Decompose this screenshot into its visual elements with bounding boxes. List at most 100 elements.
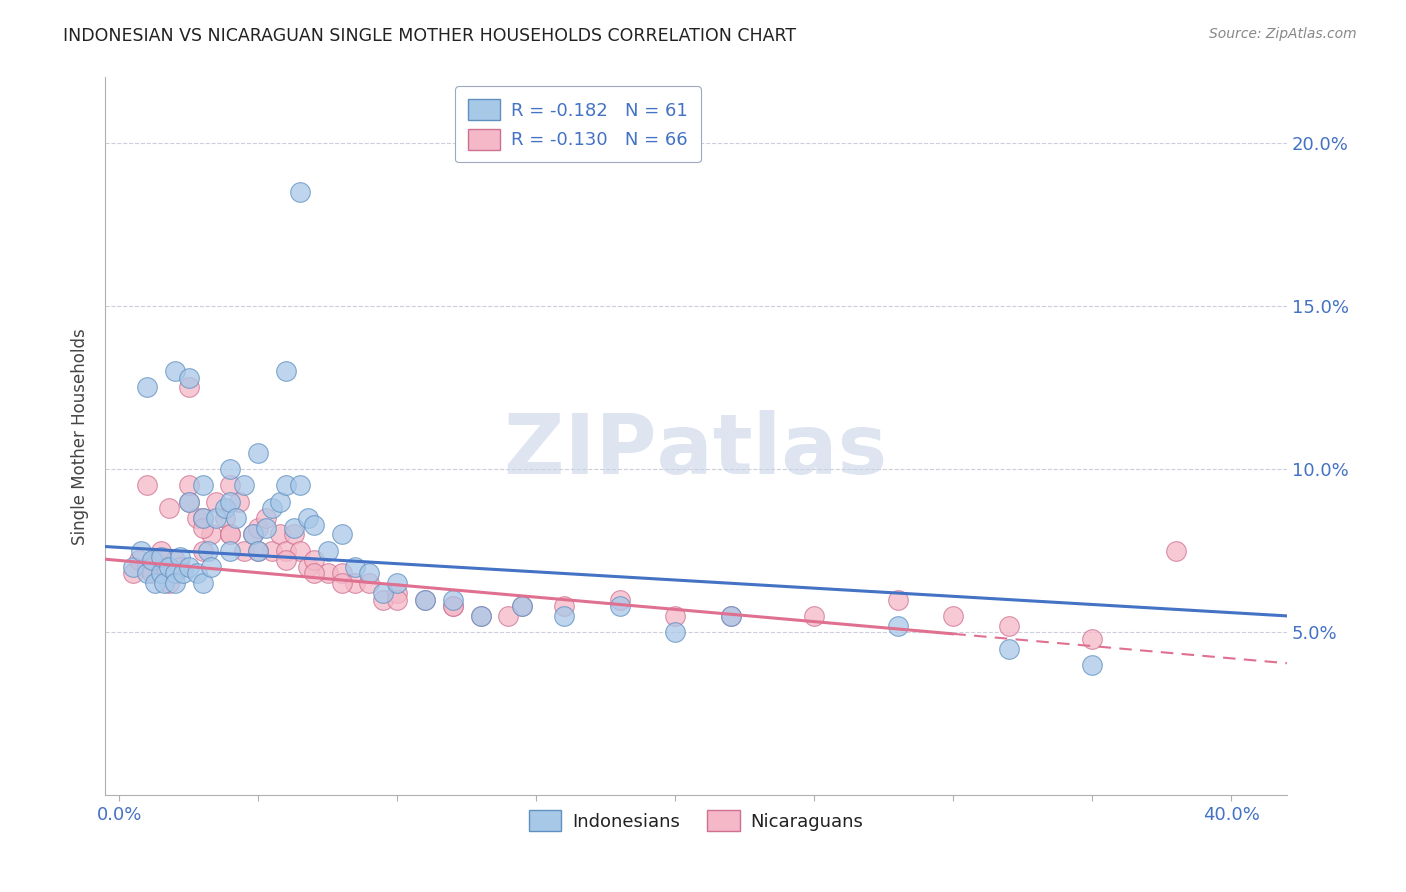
Point [385, 576, 408, 591]
Point [413, 592, 436, 607]
Point [200, 560, 222, 574]
Point [191, 478, 214, 492]
Point [143, 553, 166, 567]
Point [214, 501, 236, 516]
Point [316, 543, 339, 558]
Point [131, 543, 153, 558]
Point [200, 527, 222, 541]
Point [163, 566, 186, 581]
Point [297, 560, 319, 574]
Point [302, 517, 325, 532]
Point [373, 592, 395, 607]
Point [664, 625, 686, 640]
Point [135, 478, 157, 492]
Point [260, 543, 283, 558]
Point [122, 566, 145, 581]
Text: INDONESIAN VS NICARAGUAN SINGLE MOTHER HOUSEHOLDS CORRELATION CHART: INDONESIAN VS NICARAGUAN SINGLE MOTHER H… [63, 27, 796, 45]
Point [553, 599, 575, 614]
Point [1081, 632, 1104, 646]
Point [191, 511, 214, 525]
Point [177, 370, 200, 384]
Point [1164, 543, 1187, 558]
Point [219, 462, 242, 476]
Point [177, 494, 200, 508]
Point [219, 478, 242, 492]
Point [143, 576, 166, 591]
Point [157, 576, 180, 591]
Text: ZIP​atlas: ZIP​atlas [505, 410, 887, 491]
Point [288, 185, 311, 199]
Point [247, 543, 270, 558]
Point [269, 494, 291, 508]
Point [247, 521, 270, 535]
Point [219, 543, 242, 558]
Point [385, 586, 408, 600]
Point [510, 599, 533, 614]
Point [720, 608, 742, 623]
Point [141, 566, 163, 581]
Point [169, 560, 191, 574]
Point [177, 560, 200, 574]
Point [720, 608, 742, 623]
Point [498, 608, 520, 623]
Point [330, 576, 353, 591]
Point [269, 527, 291, 541]
Point [330, 566, 353, 581]
Point [219, 527, 242, 541]
Point [172, 566, 194, 581]
Point [149, 543, 172, 558]
Point [302, 553, 325, 567]
Point [330, 527, 353, 541]
Point [385, 592, 408, 607]
Point [205, 494, 228, 508]
Point [344, 576, 367, 591]
Point [191, 511, 214, 525]
Point [510, 599, 533, 614]
Y-axis label: Single Mother Households: Single Mother Households [72, 328, 89, 545]
Point [155, 560, 177, 574]
Point [228, 494, 250, 508]
Point [413, 592, 436, 607]
Point [441, 599, 464, 614]
Point [274, 364, 297, 378]
Point [135, 380, 157, 394]
Point [274, 543, 297, 558]
Point [186, 511, 208, 525]
Point [1081, 657, 1104, 672]
Point [344, 560, 367, 574]
Point [256, 521, 278, 535]
Point [219, 527, 242, 541]
Point [886, 592, 908, 607]
Point [247, 543, 270, 558]
Point [247, 446, 270, 460]
Point [274, 553, 297, 567]
Point [359, 566, 381, 581]
Point [186, 566, 208, 581]
Point [163, 553, 186, 567]
Point [141, 553, 163, 567]
Point [233, 478, 256, 492]
Point [998, 641, 1021, 656]
Point [149, 550, 172, 565]
Point [998, 618, 1021, 632]
Point [191, 543, 214, 558]
Point [152, 576, 174, 591]
Point [163, 566, 186, 581]
Point [441, 599, 464, 614]
Point [233, 543, 256, 558]
Point [553, 608, 575, 623]
Point [149, 566, 172, 581]
Point [157, 501, 180, 516]
Point [470, 608, 492, 623]
Text: Source: ZipAtlas.com: Source: ZipAtlas.com [1209, 27, 1357, 41]
Point [191, 576, 214, 591]
Point [169, 550, 191, 565]
Point [242, 527, 264, 541]
Point [664, 608, 686, 623]
Point [302, 566, 325, 581]
Point [297, 511, 319, 525]
Point [157, 560, 180, 574]
Point [609, 599, 631, 614]
Point [288, 478, 311, 492]
Point [191, 521, 214, 535]
